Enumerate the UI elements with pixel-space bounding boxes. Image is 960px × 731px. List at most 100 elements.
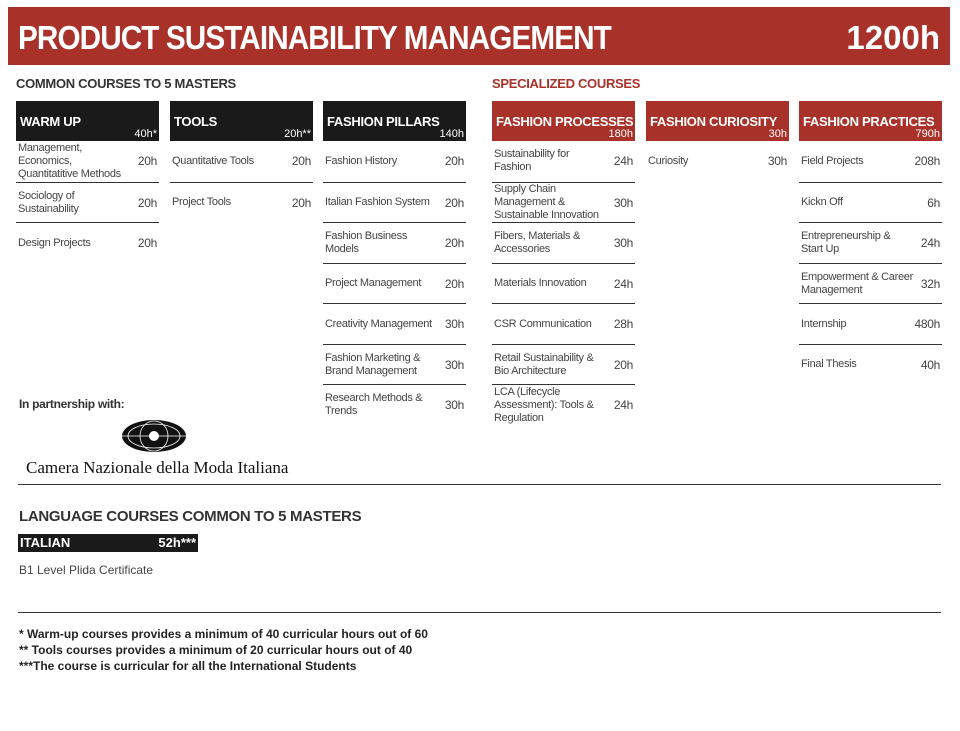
course-hours: 30h	[613, 236, 633, 250]
course-name: Field Projects	[801, 154, 864, 167]
course-name: Fashion History	[325, 154, 397, 167]
course-hours: 6h	[927, 195, 940, 210]
course-hours: 20h	[444, 154, 464, 168]
course-hours: 24h	[613, 154, 633, 168]
course-hours: 20h	[291, 195, 311, 210]
course-name: Design Projects	[18, 236, 91, 249]
course-hours: 24h	[920, 236, 940, 250]
course-name: Sustainability for Fashion	[494, 148, 570, 173]
course-row: Materials Innovation 24h	[492, 262, 635, 304]
course-hours: 24h	[613, 276, 633, 291]
course-hours: 30h	[613, 195, 633, 210]
column-title: TOOLS	[174, 114, 218, 129]
course-hours: 30h	[767, 154, 787, 168]
divider	[18, 484, 941, 485]
course-row: Creativity Management 30h	[323, 303, 466, 344]
course-hours: 20h	[444, 195, 464, 210]
course-name: Management, Economics, Quantitatitive Me…	[18, 141, 121, 180]
course-row: Project Management 20h	[323, 262, 466, 304]
course-hours: 20h	[444, 276, 464, 291]
footnotes: * Warm-up courses provides a minimum of …	[19, 626, 428, 674]
course-hours: 24h	[613, 398, 633, 412]
course-name: Final Thesis	[801, 358, 857, 370]
course-hours: 40h	[920, 357, 940, 372]
column-title: FASHION PILLARS	[327, 114, 440, 129]
column-hours: 40h*	[134, 128, 157, 140]
course-name: Sociology of Sustainability	[18, 189, 79, 215]
course-row: Fibers, Materials & Accessories 30h	[492, 222, 635, 263]
column-header: WARM UP 40h*	[16, 101, 159, 141]
column-header: FASHION PROCESSES 180h	[492, 101, 635, 141]
course-hours: 20h	[137, 154, 157, 168]
course-row: Management, Economics, Quantitatitive Me…	[16, 141, 159, 181]
course-name: Supply Chain Management & Sustainable In…	[494, 183, 599, 221]
partner-name: Camera Nazionale della Moda Italiana	[26, 458, 289, 477]
course-name: Fashion Business Models	[325, 230, 408, 255]
column-title: FASHION PRACTICES	[803, 114, 935, 129]
course-name: Creativity Management	[325, 317, 432, 330]
course-row: Project Tools 20h	[170, 181, 313, 223]
course-hours: 20h	[137, 195, 157, 210]
course-hours: 30h	[444, 398, 464, 412]
partner-logo	[122, 420, 186, 452]
course-name: Kickn Off	[801, 196, 843, 208]
course-row: CSR Communication 28h	[492, 303, 635, 344]
course-name: Project Tools	[172, 196, 231, 208]
language-note: B1 Level Plida Certificate	[19, 563, 154, 577]
common-label: COMMON COURSES TO 5 MASTERS	[16, 76, 236, 91]
course-hours: 20h	[137, 236, 157, 250]
title: PRODUCT SUSTAINABILITY MANAGEMENT	[18, 19, 612, 56]
course-row: Final Thesis 40h	[799, 343, 942, 385]
course-name: Fashion Marketing & Brand Management	[325, 351, 421, 377]
column-hours: 790h	[915, 128, 940, 140]
footnote: ***The course is curricular for all the …	[19, 659, 357, 673]
language-name: ITALIAN	[20, 535, 71, 550]
column-header: FASHION PRACTICES 790h	[799, 101, 942, 141]
course-hours: 208h	[914, 154, 941, 168]
title-bar: PRODUCT SUSTAINABILITY MANAGEMENT 1200h	[8, 7, 950, 65]
course-name: Retail Sustainability & Bio Architecture	[494, 351, 594, 377]
specialized-label: SPECIALIZED COURSES	[492, 76, 641, 91]
course-hours: 20h	[444, 236, 464, 250]
course-name: LCA (Lifecycle Assessment): Tools & Regu…	[494, 385, 594, 424]
course-hours: 20h	[291, 154, 311, 168]
course-row: Research Methods & Trends 30h	[323, 384, 466, 425]
column-header: FASHION CURIOSITY 30h	[646, 101, 789, 141]
language-course: ITALIAN 52h***	[18, 534, 198, 552]
course-name: Empowerment & Career Management	[801, 270, 913, 296]
column-header: TOOLS 20h**	[170, 101, 313, 141]
course-row: Italian Fashion System 20h	[323, 181, 466, 223]
course-row: Fashion Marketing & Brand Management 30h	[323, 343, 466, 385]
course-hours: 480h	[914, 317, 941, 331]
course-row: Sociology of Sustainability 20h	[16, 181, 159, 223]
course-hours: 28h	[613, 317, 633, 331]
course-name: Quantitative Tools	[172, 154, 254, 167]
column-hours: 140h	[439, 128, 464, 140]
column-header: FASHION PILLARS 140h	[323, 101, 466, 141]
course-row: LCA (Lifecycle Assessment): Tools & Regu…	[492, 384, 635, 425]
course-name: Entrepreneurship & Start Up	[801, 230, 891, 255]
course-row: Curiosity 30h	[646, 141, 789, 181]
total-hours: 1200h	[846, 19, 940, 56]
course-row: Empowerment & Career Management 32h	[799, 262, 942, 304]
course-name: Italian Fashion System	[325, 196, 430, 208]
course-name: Fibers, Materials & Accessories	[494, 230, 580, 255]
course-row: Entrepreneurship & Start Up 24h	[799, 222, 942, 263]
column-hours: 20h**	[284, 128, 311, 140]
column-hours: 30h	[768, 128, 787, 140]
course-name: Internship	[801, 317, 847, 330]
course-hours: 30h	[444, 317, 464, 331]
language-title: LANGUAGE COURSES COMMON TO 5 MASTERS	[19, 508, 362, 525]
course-row: Retail Sustainability & Bio Architecture…	[492, 343, 635, 385]
divider	[18, 612, 941, 613]
course-row: Quantitative Tools 20h	[170, 141, 313, 181]
course-row: Fashion History 20h	[323, 141, 466, 181]
course-row: Supply Chain Management & Sustainable In…	[492, 181, 635, 223]
course-row: Sustainability for Fashion 24h	[492, 141, 635, 181]
footnote: ** Tools courses provides a minimum of 2…	[19, 643, 413, 657]
column-title: FASHION PROCESSES	[496, 114, 634, 129]
course-hours: 32h	[920, 276, 940, 291]
course-name: Project Management	[325, 277, 422, 289]
course-name: CSR Communication	[494, 317, 592, 330]
